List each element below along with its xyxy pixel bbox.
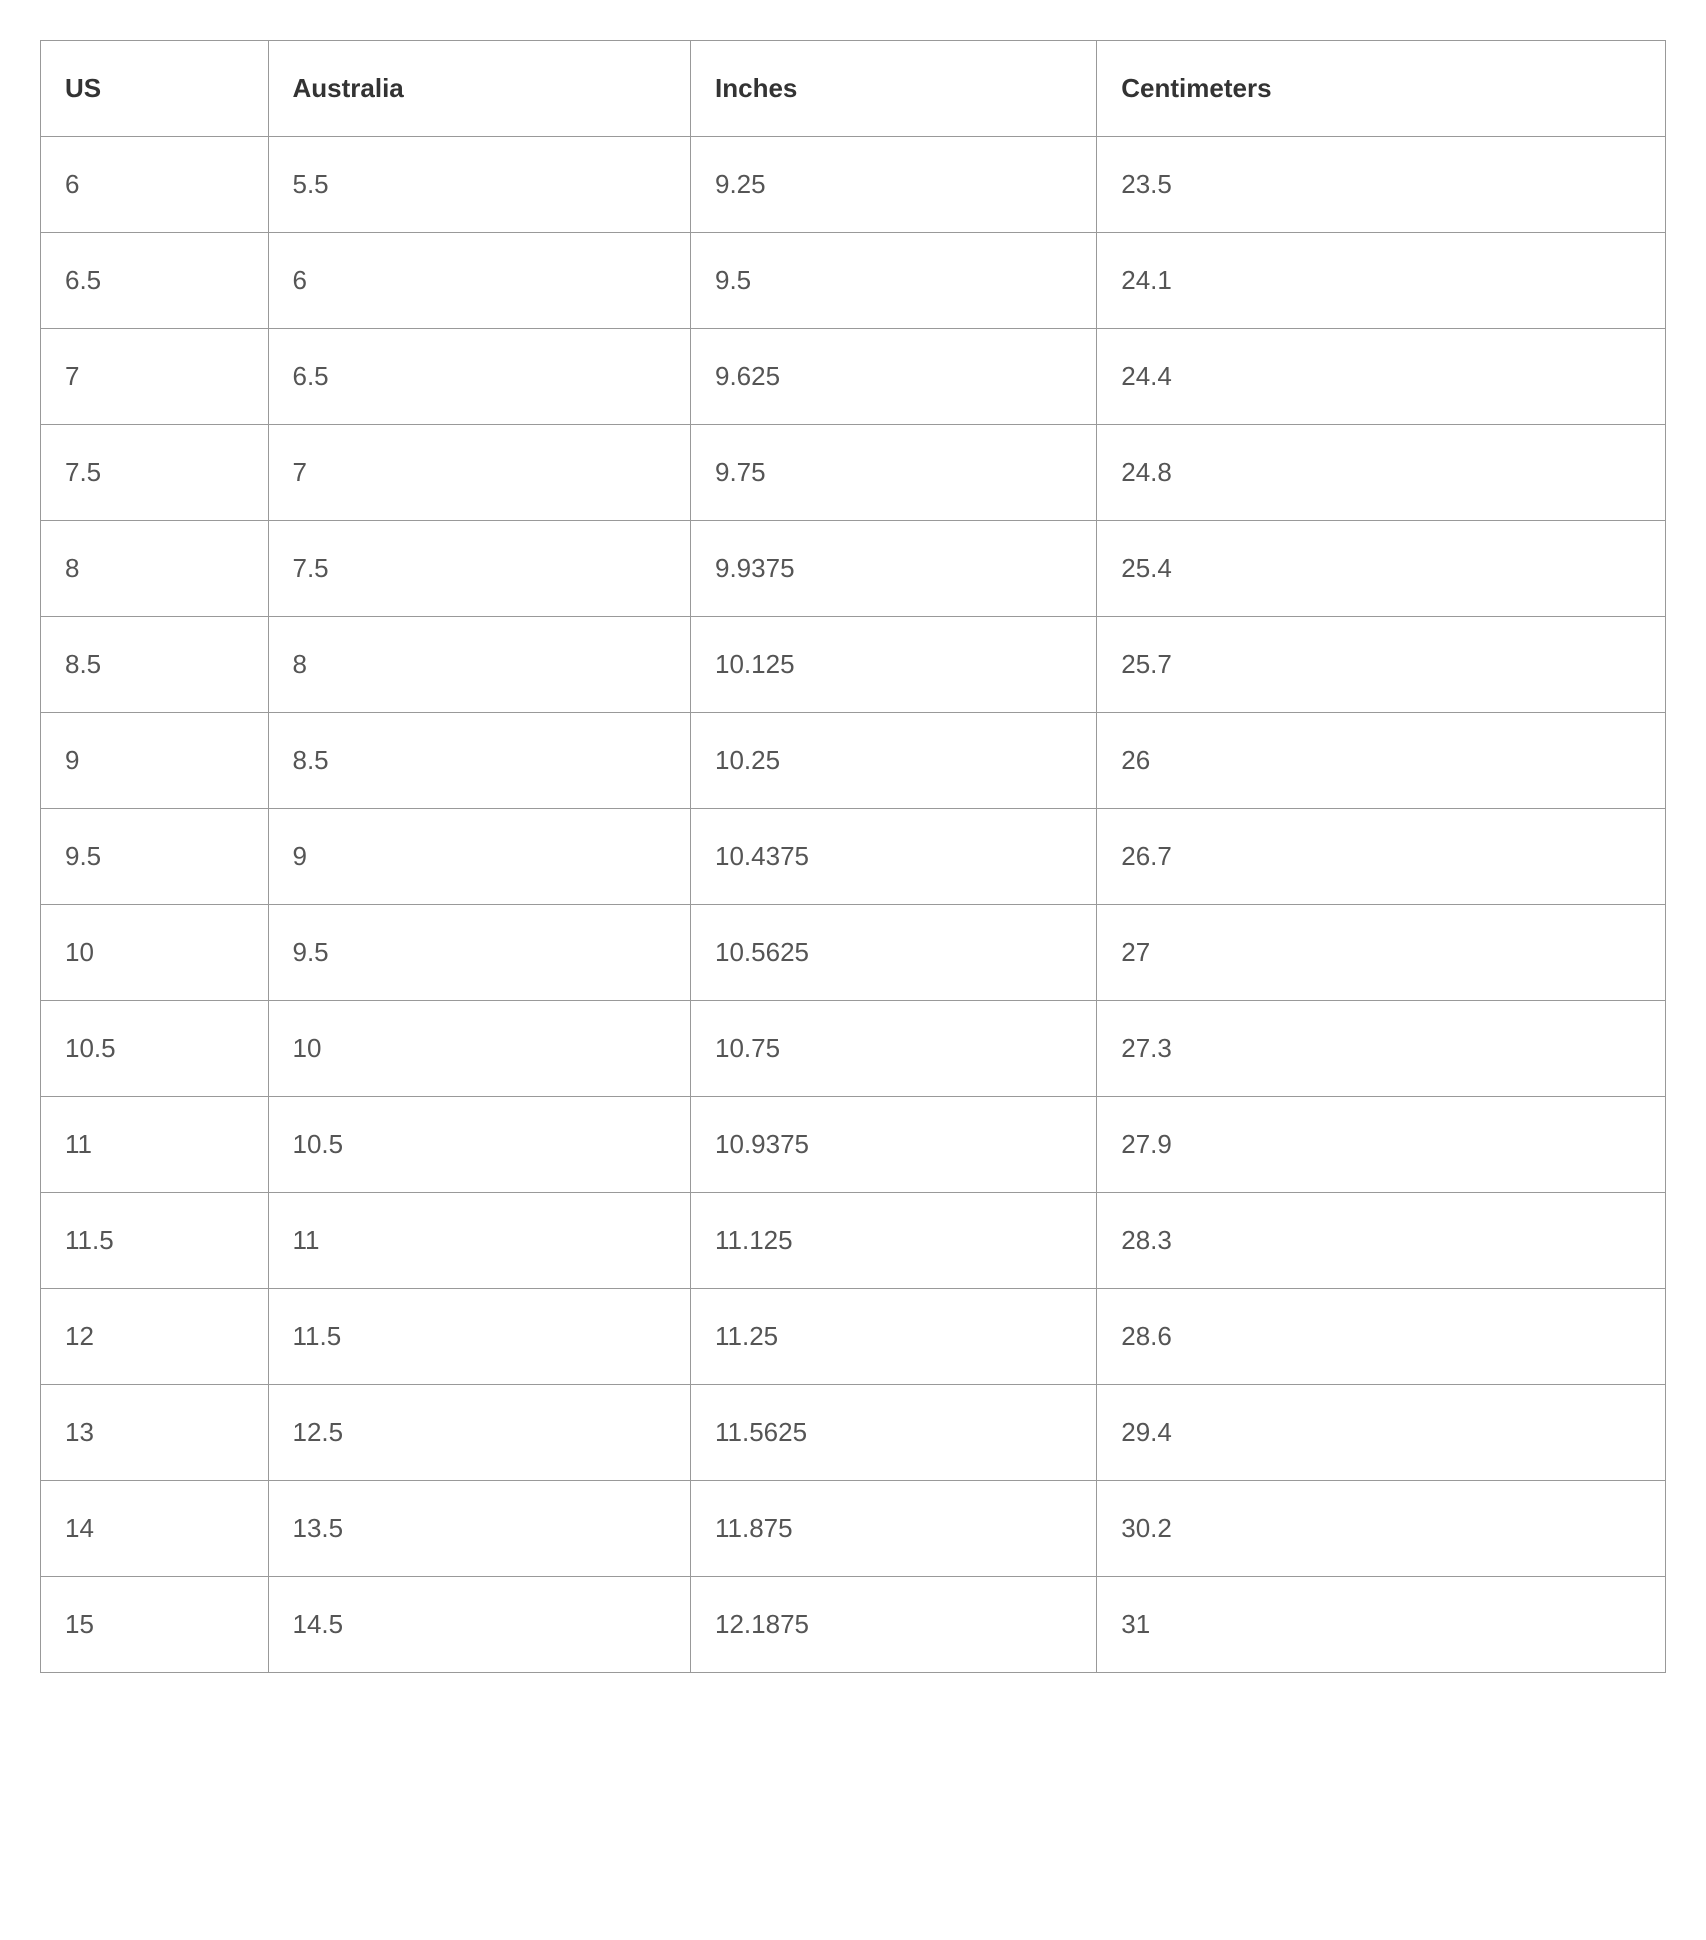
cell-inches: 11.25 — [691, 1289, 1097, 1385]
cell-us: 9.5 — [41, 809, 269, 905]
column-header-centimeters: Centimeters — [1097, 41, 1666, 137]
cell-inches: 10.9375 — [691, 1097, 1097, 1193]
cell-centimeters: 29.4 — [1097, 1385, 1666, 1481]
cell-us: 9 — [41, 713, 269, 809]
cell-inches: 9.75 — [691, 425, 1097, 521]
cell-centimeters: 26 — [1097, 713, 1666, 809]
cell-us: 12 — [41, 1289, 269, 1385]
cell-us: 13 — [41, 1385, 269, 1481]
cell-us: 14 — [41, 1481, 269, 1577]
cell-inches: 10.25 — [691, 713, 1097, 809]
table-row: 6.569.524.1 — [41, 233, 1666, 329]
cell-inches: 10.5625 — [691, 905, 1097, 1001]
cell-us: 10.5 — [41, 1001, 269, 1097]
cell-inches: 10.75 — [691, 1001, 1097, 1097]
cell-us: 7 — [41, 329, 269, 425]
cell-centimeters: 28.3 — [1097, 1193, 1666, 1289]
cell-australia: 12.5 — [268, 1385, 691, 1481]
cell-australia: 6 — [268, 233, 691, 329]
column-header-inches: Inches — [691, 41, 1097, 137]
table-row: 98.510.2526 — [41, 713, 1666, 809]
cell-australia: 8.5 — [268, 713, 691, 809]
table-row: 1312.511.562529.4 — [41, 1385, 1666, 1481]
column-header-us: US — [41, 41, 269, 137]
cell-us: 15 — [41, 1577, 269, 1673]
table-row: 76.59.62524.4 — [41, 329, 1666, 425]
cell-australia: 8 — [268, 617, 691, 713]
cell-centimeters: 27.3 — [1097, 1001, 1666, 1097]
table-header: US Australia Inches Centimeters — [41, 41, 1666, 137]
table-row: 10.51010.7527.3 — [41, 1001, 1666, 1097]
size-conversion-table: US Australia Inches Centimeters 65.59.25… — [40, 40, 1666, 1673]
cell-us: 6.5 — [41, 233, 269, 329]
cell-inches: 9.625 — [691, 329, 1097, 425]
cell-centimeters: 24.1 — [1097, 233, 1666, 329]
cell-australia: 11 — [268, 1193, 691, 1289]
cell-us: 8 — [41, 521, 269, 617]
column-header-australia: Australia — [268, 41, 691, 137]
table-body: 65.59.2523.56.569.524.176.59.62524.47.57… — [41, 137, 1666, 1673]
table-row: 1211.511.2528.6 — [41, 1289, 1666, 1385]
cell-inches: 11.875 — [691, 1481, 1097, 1577]
table-row: 8.5810.12525.7 — [41, 617, 1666, 713]
cell-inches: 9.25 — [691, 137, 1097, 233]
cell-us: 8.5 — [41, 617, 269, 713]
cell-australia: 11.5 — [268, 1289, 691, 1385]
cell-centimeters: 23.5 — [1097, 137, 1666, 233]
cell-australia: 7 — [268, 425, 691, 521]
cell-us: 11 — [41, 1097, 269, 1193]
cell-centimeters: 26.7 — [1097, 809, 1666, 905]
cell-us: 11.5 — [41, 1193, 269, 1289]
table-row: 1110.510.937527.9 — [41, 1097, 1666, 1193]
cell-us: 6 — [41, 137, 269, 233]
cell-centimeters: 27 — [1097, 905, 1666, 1001]
cell-australia: 5.5 — [268, 137, 691, 233]
cell-centimeters: 27.9 — [1097, 1097, 1666, 1193]
cell-us: 10 — [41, 905, 269, 1001]
table-row: 1514.512.187531 — [41, 1577, 1666, 1673]
table-row: 87.59.937525.4 — [41, 521, 1666, 617]
cell-inches: 12.1875 — [691, 1577, 1097, 1673]
cell-centimeters: 24.4 — [1097, 329, 1666, 425]
cell-centimeters: 25.4 — [1097, 521, 1666, 617]
table-row: 65.59.2523.5 — [41, 137, 1666, 233]
cell-us: 7.5 — [41, 425, 269, 521]
cell-australia: 10 — [268, 1001, 691, 1097]
cell-australia: 9 — [268, 809, 691, 905]
cell-centimeters: 25.7 — [1097, 617, 1666, 713]
table-row: 7.579.7524.8 — [41, 425, 1666, 521]
cell-inches: 10.125 — [691, 617, 1097, 713]
cell-inches: 11.5625 — [691, 1385, 1097, 1481]
cell-inches: 9.5 — [691, 233, 1097, 329]
cell-centimeters: 30.2 — [1097, 1481, 1666, 1577]
cell-inches: 11.125 — [691, 1193, 1097, 1289]
cell-australia: 10.5 — [268, 1097, 691, 1193]
table-header-row: US Australia Inches Centimeters — [41, 41, 1666, 137]
table-row: 1413.511.87530.2 — [41, 1481, 1666, 1577]
cell-australia: 7.5 — [268, 521, 691, 617]
cell-centimeters: 31 — [1097, 1577, 1666, 1673]
cell-australia: 13.5 — [268, 1481, 691, 1577]
table-row: 9.5910.437526.7 — [41, 809, 1666, 905]
cell-centimeters: 28.6 — [1097, 1289, 1666, 1385]
table-row: 109.510.562527 — [41, 905, 1666, 1001]
cell-inches: 9.9375 — [691, 521, 1097, 617]
cell-australia: 14.5 — [268, 1577, 691, 1673]
cell-centimeters: 24.8 — [1097, 425, 1666, 521]
cell-inches: 10.4375 — [691, 809, 1097, 905]
table-row: 11.51111.12528.3 — [41, 1193, 1666, 1289]
cell-australia: 6.5 — [268, 329, 691, 425]
cell-australia: 9.5 — [268, 905, 691, 1001]
